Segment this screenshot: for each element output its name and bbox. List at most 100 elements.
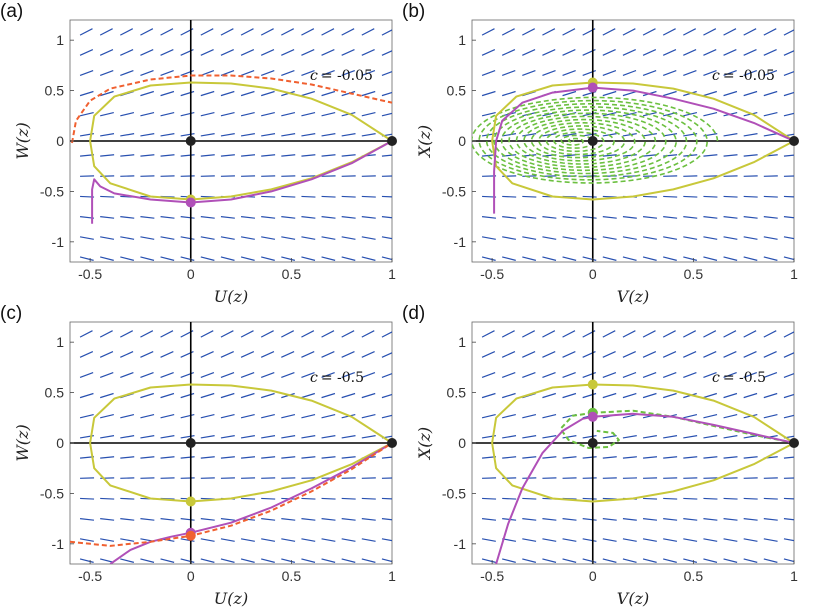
quiver-arrow xyxy=(160,49,174,56)
quiver-arrow xyxy=(361,256,376,261)
quiver-arrow xyxy=(481,558,496,563)
quiver-arrow xyxy=(783,352,794,358)
quiver-arrow xyxy=(180,133,195,137)
quiver-arrow xyxy=(140,371,154,379)
quiver-arrow xyxy=(260,371,275,379)
quiver-arrow xyxy=(562,456,577,459)
quiver-arrow xyxy=(663,497,678,500)
quiver-arrow xyxy=(703,111,718,117)
quiver-arrow xyxy=(663,456,678,459)
quiver-arrow xyxy=(542,413,557,419)
quiver-arrow xyxy=(321,518,336,521)
quiver-arrow xyxy=(622,49,636,56)
quiver-arrow xyxy=(481,392,496,399)
quiver-arrow xyxy=(220,351,234,358)
quiver-arrow xyxy=(562,256,577,261)
quiver-arrow xyxy=(602,558,617,563)
quiver-arrow xyxy=(502,256,516,261)
quiver-arrow xyxy=(79,236,94,240)
quiver-arrow xyxy=(321,154,336,157)
x-axis-label: V(z) xyxy=(617,589,649,608)
quiver-arrow xyxy=(763,28,777,36)
fixed-point-marker xyxy=(387,438,397,448)
quiver-arrow xyxy=(723,538,738,542)
quiver-arrow xyxy=(321,69,335,77)
quiver-arrow xyxy=(763,351,777,358)
quiver-arrow xyxy=(301,49,315,56)
quiver-arrow xyxy=(622,456,637,459)
quiver-arrow xyxy=(783,331,794,338)
quiver-arrow xyxy=(281,236,296,240)
quiver-arrow xyxy=(240,351,255,358)
quiver-arrow xyxy=(481,111,496,117)
quiver-arrow xyxy=(763,256,778,261)
quiver-arrow xyxy=(703,435,718,439)
quiver-arrow xyxy=(381,112,392,117)
quiver-arrow xyxy=(381,538,392,542)
quiver-arrow xyxy=(723,558,738,563)
quiver-arrow xyxy=(743,351,757,358)
quiver-arrow xyxy=(321,256,336,261)
quiver-arrow xyxy=(522,497,537,500)
quiver-arrow xyxy=(261,456,276,459)
quiver-arrow xyxy=(321,195,336,198)
quiver-arrow xyxy=(281,435,296,439)
quiver-arrow xyxy=(723,216,738,219)
quiver-arrow xyxy=(703,69,717,77)
quiver-arrow xyxy=(361,435,376,439)
quiver-arrow xyxy=(602,371,617,379)
quiver-arrow xyxy=(562,392,577,399)
quiver-arrow xyxy=(341,256,356,261)
quiver-arrow xyxy=(180,90,195,97)
y-tick-label: 0 xyxy=(56,133,64,149)
quiver-arrow xyxy=(582,236,597,240)
quiver-arrow xyxy=(281,330,295,338)
curve-orbit xyxy=(91,140,392,224)
x-tick-label: 0 xyxy=(589,568,597,584)
quiver-arrow xyxy=(743,90,758,97)
quiver-arrow xyxy=(582,558,597,563)
quiver-arrow xyxy=(783,256,794,261)
quiver-arrow xyxy=(522,133,537,137)
quiver-arrow xyxy=(301,392,315,399)
quiver-arrow xyxy=(261,413,275,419)
quiver-arrow xyxy=(140,392,154,399)
y-axis-label: X(z) xyxy=(415,125,434,159)
quiver-arrow xyxy=(220,236,235,240)
quiver-arrow xyxy=(642,435,657,439)
quiver-arrow xyxy=(261,111,275,117)
quiver-arrow xyxy=(502,133,517,137)
quiver-arrow xyxy=(642,49,657,56)
quiver-arrow xyxy=(622,28,636,36)
quiver-arrow xyxy=(341,456,356,459)
quiver-arrow xyxy=(522,195,537,198)
quiver-arrow xyxy=(281,28,295,36)
quiver-arrow xyxy=(381,456,392,459)
quiver-arrow xyxy=(361,497,376,500)
quiver-arrow xyxy=(723,90,738,97)
quiver-arrow xyxy=(180,69,194,77)
quiver-arrow xyxy=(240,133,255,137)
quiver-arrow xyxy=(622,154,637,157)
quiver-arrow xyxy=(481,49,496,56)
quiver-arrow xyxy=(743,256,758,261)
quiver-arrow xyxy=(703,256,718,261)
quiver-arrow xyxy=(723,392,738,399)
quiver-arrow xyxy=(562,236,577,240)
quiver-arrow xyxy=(261,518,276,521)
quiver-arrow xyxy=(562,371,576,379)
quiver-arrow xyxy=(522,154,537,157)
quiver-arrow xyxy=(160,256,175,261)
quiver-arrow xyxy=(783,216,794,219)
quiver-arrow xyxy=(301,538,316,542)
fixed-point-marker xyxy=(185,136,196,146)
y-tick-label: -1 xyxy=(454,536,467,552)
quiver-arrow xyxy=(99,330,113,338)
quiver-arrow xyxy=(361,518,376,521)
quiver-arrow xyxy=(261,256,275,261)
quiver-arrow xyxy=(261,133,276,137)
quiver-arrow xyxy=(542,49,556,56)
quiver-arrow xyxy=(220,538,235,542)
quiver-arrow xyxy=(281,256,296,261)
